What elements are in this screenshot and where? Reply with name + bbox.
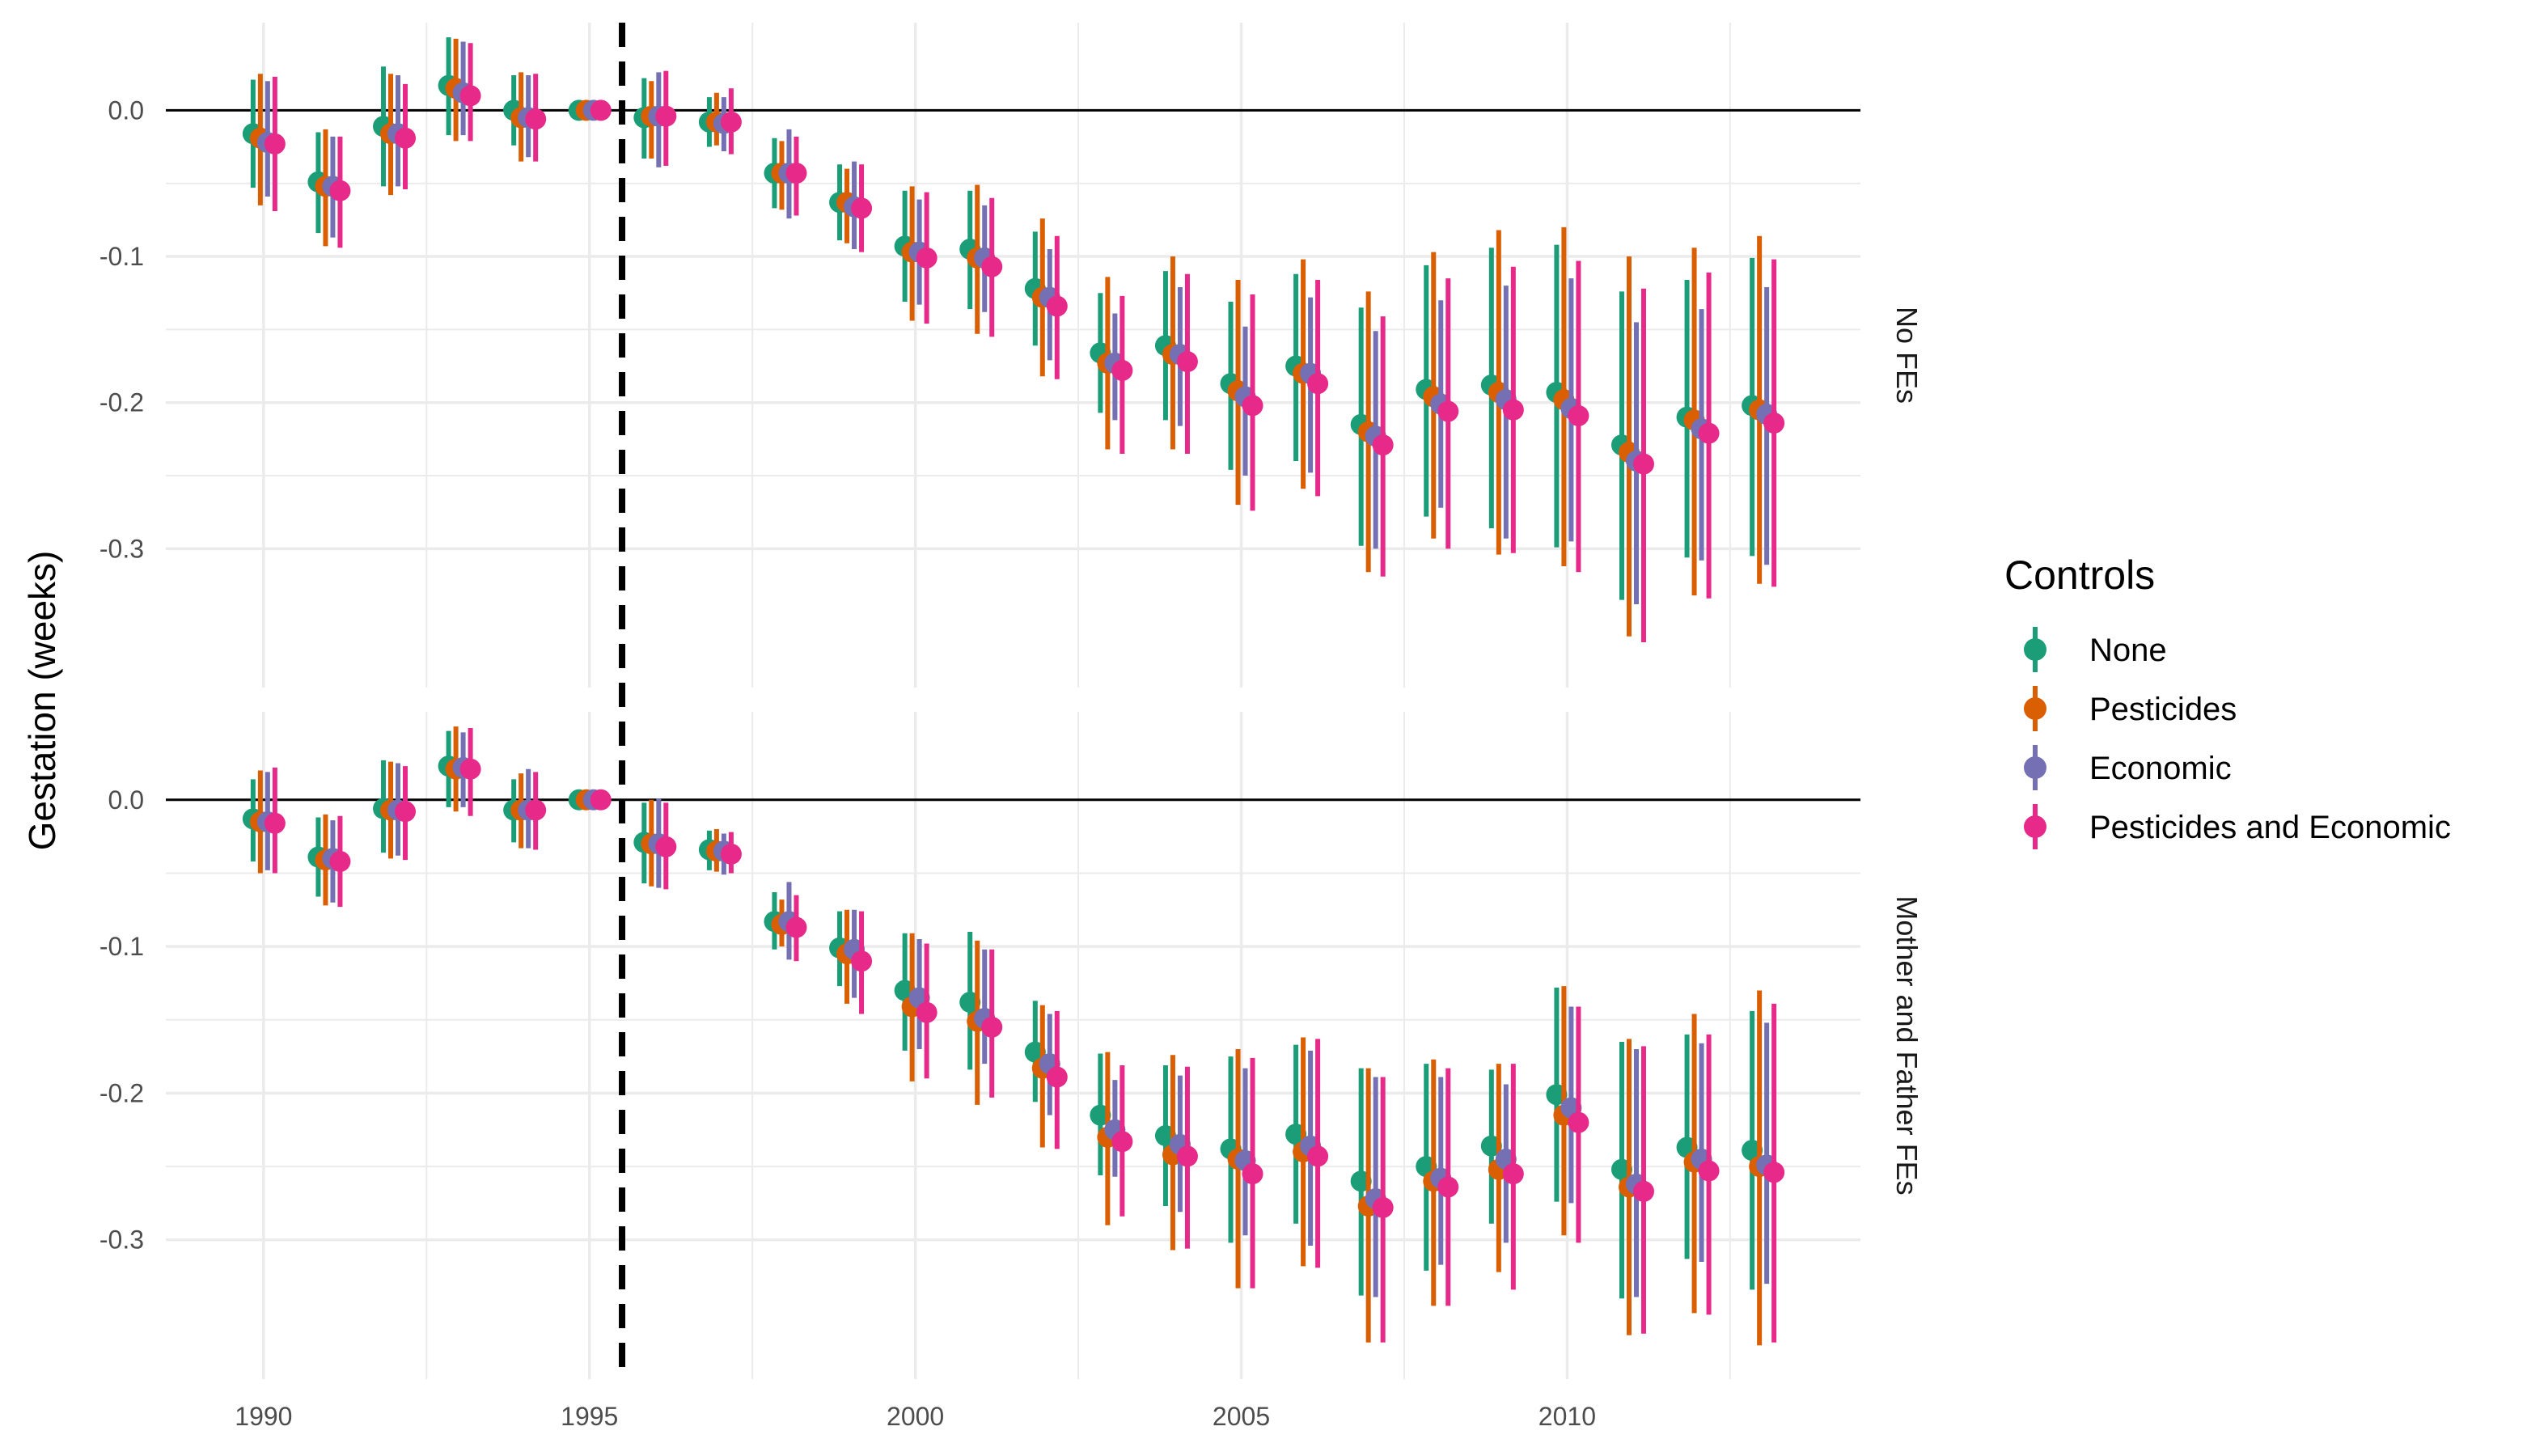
- legend-title: Controls: [2004, 552, 2155, 598]
- y-tick-label: -0.2: [99, 388, 144, 417]
- point-pesticides-and-economic-2002: [1046, 295, 1068, 317]
- point-pesticides-and-economic-2000: [916, 247, 938, 269]
- legend-key-point-pesticides-and-economic: [2024, 815, 2046, 838]
- y-tick-labels-mother-father-fes: 0.0 -0.1 -0.2 -0.3: [99, 785, 144, 1255]
- point-ranges-mother-father-fes: [242, 726, 1785, 1346]
- legend-label-pesticides: Pesticides: [2089, 692, 2237, 727]
- point-pesticides-and-economic-2003: [1111, 1131, 1133, 1153]
- point-pesticides-and-economic-1995: [590, 789, 612, 811]
- facet-strip-label-no-fes: No FEs: [1890, 307, 1924, 404]
- point-pesticides-and-economic-1999: [851, 197, 873, 219]
- legend-key-point-pesticides: [2024, 697, 2046, 720]
- y-axis-title: Gestation (weeks): [21, 551, 63, 851]
- point-pesticides-and-economic-1992: [395, 801, 417, 823]
- x-tick-label-2010: 2010: [1539, 1402, 1596, 1431]
- point-pesticides-and-economic-1991: [329, 850, 351, 872]
- y-tick-label: -0.1: [99, 932, 144, 961]
- panel-grid-no-fes: [166, 23, 1860, 688]
- facet-strip-label-mother-father-fes: Mother and Father FEs: [1890, 895, 1924, 1195]
- point-pesticides-and-economic-2007: [1372, 1196, 1394, 1218]
- point-pesticides-and-economic-2002: [1046, 1066, 1068, 1088]
- point-pesticides-and-economic-1994: [525, 108, 547, 130]
- point-pesticides-and-economic-2001: [981, 256, 1003, 277]
- point-pesticides-and-economic-1995: [590, 99, 612, 121]
- point-pesticides-and-economic-2006: [1307, 1145, 1329, 1167]
- y-tick-labels-no-fes: 0.0 -0.1 -0.2 -0.3: [99, 95, 144, 563]
- point-pesticides-and-economic-1990: [264, 812, 286, 834]
- y-tick-label: -0.1: [99, 242, 144, 271]
- point-pesticides-and-economic-1993: [459, 758, 481, 780]
- point-pesticides-and-economic-1998: [785, 916, 807, 938]
- point-pesticides-and-economic-2007: [1372, 434, 1394, 456]
- point-pesticides-and-economic-2003: [1111, 359, 1133, 381]
- point-pesticides-and-economic-2009: [1502, 1163, 1524, 1185]
- point-pesticides-and-economic-2005: [1242, 395, 1263, 417]
- point-pesticides-and-economic-2004: [1176, 1145, 1198, 1167]
- point-pesticides-and-economic-1993: [459, 85, 481, 107]
- legend: Controls None Pesticides Economic Pesticide…: [2004, 552, 2451, 849]
- point-pesticides-and-economic-1996: [655, 836, 677, 857]
- point-pesticides-and-economic-2012: [1698, 422, 1720, 444]
- point-pesticides-and-economic-1999: [851, 950, 873, 972]
- point-ranges-no-fes: [242, 37, 1785, 642]
- point-pesticides-and-economic-2000: [916, 1001, 938, 1023]
- panel-grid-mother-father-fes: [166, 712, 1860, 1379]
- legend-label-none: None: [2089, 633, 2167, 668]
- point-pesticides-and-economic-2013: [1763, 1162, 1785, 1183]
- y-tick-label: -0.3: [99, 1225, 144, 1255]
- point-pesticides-and-economic-1992: [395, 127, 417, 149]
- point-pesticides-and-economic-1990: [264, 133, 286, 154]
- x-tick-label-2000: 2000: [887, 1402, 944, 1431]
- point-pesticides-and-economic-2006: [1307, 373, 1329, 395]
- point-pesticides-and-economic-2010: [1568, 404, 1589, 426]
- legend-label-economic: Economic: [2089, 751, 2232, 786]
- legend-key-point-economic: [2024, 756, 2046, 779]
- x-tick-label-1995: 1995: [561, 1402, 618, 1431]
- y-tick-label: -0.3: [99, 534, 144, 563]
- legend-label-pesticides-and-economic: Pesticides and Economic: [2089, 810, 2451, 845]
- point-pesticides-and-economic-1997: [720, 843, 742, 865]
- point-pesticides-and-economic-2004: [1176, 351, 1198, 373]
- legend-key-point-none: [2024, 638, 2046, 661]
- point-pesticides-and-economic-1998: [785, 163, 807, 184]
- y-tick-label: -0.2: [99, 1078, 144, 1107]
- point-pesticides-and-economic-1997: [720, 111, 742, 133]
- x-tick-label-2005: 2005: [1213, 1402, 1270, 1431]
- point-pesticides-and-economic-1996: [655, 105, 677, 127]
- x-tick-label-1990: 1990: [235, 1402, 292, 1431]
- point-pesticides-and-economic-2013: [1763, 413, 1785, 434]
- point-pesticides-and-economic-2005: [1242, 1163, 1263, 1185]
- point-pesticides-and-economic-2011: [1632, 1180, 1654, 1202]
- point-pesticides-and-economic-2012: [1698, 1160, 1720, 1182]
- point-pesticides-and-economic-2010: [1568, 1111, 1589, 1133]
- y-tick-label: 0.0: [108, 95, 144, 125]
- legend-items: None Pesticides Economic Pesticides and Eco…: [2024, 627, 2451, 849]
- point-pesticides-and-economic-1994: [525, 799, 547, 821]
- x-tick-labels: 1990 1995 2000 2005 2010: [235, 1402, 1596, 1431]
- point-pesticides-and-economic-2011: [1632, 453, 1654, 475]
- point-pesticides-and-economic-1991: [329, 180, 351, 201]
- point-pesticides-and-economic-2001: [981, 1016, 1003, 1038]
- point-pesticides-and-economic-2008: [1437, 400, 1459, 422]
- point-pesticides-and-economic-2008: [1437, 1176, 1459, 1198]
- facet-panel-mother-father-fes: 0.0 -0.1 -0.2 -0.3 Mother and Father FEs: [99, 712, 1924, 1379]
- y-tick-label: 0.0: [108, 785, 144, 815]
- point-pesticides-and-economic-2009: [1502, 399, 1524, 421]
- facet-panel-no-fes: 0.0 -0.1 -0.2 -0.3 No FEs: [99, 23, 1924, 688]
